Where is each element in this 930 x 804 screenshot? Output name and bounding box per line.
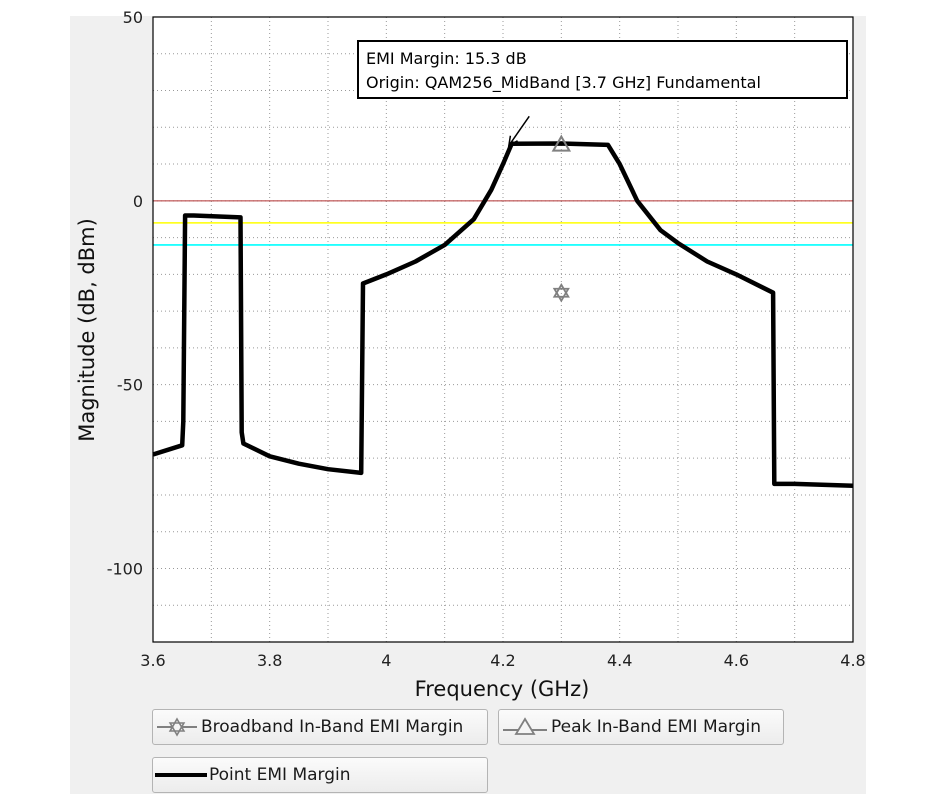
series-lines bbox=[152, 141, 854, 489]
x-axis-label: Frequency (GHz) bbox=[415, 677, 590, 701]
legend-broadband-button[interactable]: Broadband In-Band EMI Margin bbox=[152, 709, 488, 745]
legend-broadband-label: Broadband In-Band EMI Margin bbox=[201, 717, 464, 737]
y-tick-label: -50 bbox=[117, 376, 143, 395]
legend-peak-label: Peak In-Band EMI Margin bbox=[551, 717, 762, 737]
tick-labels: 3.6 3.8 4 4.2 4.4 4.6 4.8 50 0 -50 -100 bbox=[107, 8, 866, 670]
plot-border bbox=[152, 16, 854, 643]
annotation-arrow bbox=[507, 115, 530, 148]
x-tick-label: 3.8 bbox=[257, 651, 282, 670]
x-tick-label: 4.2 bbox=[490, 651, 515, 670]
markers bbox=[551, 134, 572, 303]
annotation-box: EMI Margin: 15.3 dB Origin: QAM256_MidBa… bbox=[357, 40, 848, 99]
reference-lines bbox=[153, 200, 853, 246]
arrow-head bbox=[507, 135, 518, 148]
triangle-icon bbox=[503, 717, 547, 735]
star-icon bbox=[157, 717, 197, 737]
x-tick-label: 4.6 bbox=[724, 651, 749, 670]
legend-point-label: Point EMI Margin bbox=[209, 765, 351, 785]
peak-marker bbox=[551, 134, 572, 152]
y-tick-label: -100 bbox=[107, 559, 143, 578]
line-icon bbox=[155, 773, 207, 777]
y-tick-label: 50 bbox=[123, 8, 143, 27]
annotation-line-1: EMI Margin: 15.3 dB bbox=[366, 49, 527, 68]
x-tick-label: 4 bbox=[381, 651, 391, 670]
grid-lines bbox=[153, 17, 853, 642]
broadband-marker bbox=[552, 282, 570, 303]
annotation-line-2: Origin: QAM256_MidBand [3.7 GHz] Fundame… bbox=[366, 73, 761, 93]
legend-point-button[interactable]: Point EMI Margin bbox=[152, 757, 488, 793]
y-axis-label: Magnitude (dB, dBm) bbox=[75, 218, 99, 442]
y-tick-label: 0 bbox=[133, 192, 143, 211]
arrow-shaft bbox=[508, 115, 530, 147]
legend-peak-button[interactable]: Peak In-Band EMI Margin bbox=[498, 709, 784, 745]
x-tick-label: 3.6 bbox=[140, 651, 165, 670]
x-tick-label: 4.8 bbox=[840, 651, 865, 670]
point-emi-margin-line bbox=[152, 141, 854, 489]
x-tick-label: 4.4 bbox=[607, 651, 632, 670]
